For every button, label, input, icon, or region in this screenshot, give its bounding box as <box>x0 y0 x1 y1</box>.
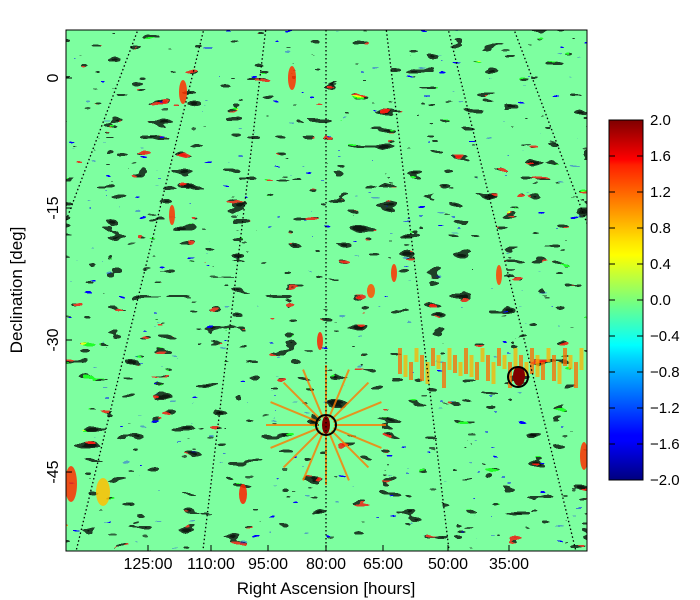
y-tick-label: 0 <box>45 73 62 82</box>
sidelobe-feature <box>431 348 435 366</box>
psf-spike <box>333 427 382 449</box>
sidelobe-feature <box>557 362 562 384</box>
colorbar: 2.0 1.6 1.2 0.8 0.4 0.0 −0.4 −0.8 −1.2 −1.6 −2.0 <box>608 112 680 489</box>
emission-feature <box>239 484 247 504</box>
sidelobe-feature <box>491 362 496 384</box>
emission-feature <box>288 66 296 90</box>
psf-spike <box>302 432 324 481</box>
colorbar-tick-label: −1.6 <box>650 436 680 453</box>
x-tick-label: 35:00 <box>489 556 529 573</box>
sidelobe-feature <box>469 355 474 377</box>
psf-spike <box>330 429 370 469</box>
psf-spike <box>270 427 319 449</box>
sidelobe-feature <box>420 355 424 381</box>
colorbar-tick-label: −0.4 <box>650 328 680 345</box>
sidelobe-feature <box>519 355 523 373</box>
psf-spike <box>270 401 319 423</box>
x-tick-label: 125:00 <box>124 556 173 573</box>
colorbar-tick-label: 1.2 <box>650 184 671 201</box>
emission-feature <box>496 265 502 285</box>
sidelobe-feature <box>524 362 529 376</box>
sidelobe-feature <box>513 348 518 370</box>
sidelobe-feature <box>497 348 501 366</box>
x-tick-label: 50:00 <box>428 556 468 573</box>
emission-feature <box>317 332 323 350</box>
colorbar-tick-label: 2.0 <box>650 112 671 129</box>
colorbar-tick-label: −0.8 <box>650 364 680 381</box>
sidelobe-feature <box>579 348 584 370</box>
sidelobe-feature <box>574 362 578 388</box>
emission-feature <box>96 478 110 506</box>
sidelobe-feature <box>398 348 402 374</box>
emission-feature <box>169 205 175 225</box>
sidelobe-feature <box>530 348 534 374</box>
sidelobe-feature <box>568 355 573 369</box>
psf-spike <box>330 381 370 421</box>
sidelobe-feature <box>486 355 490 381</box>
sidelobe-feature <box>502 355 507 369</box>
source-core <box>513 366 525 386</box>
emission-feature <box>179 80 187 104</box>
emission-feature <box>580 442 587 470</box>
emission-feature <box>391 264 397 282</box>
sidelobe-feature <box>563 348 567 366</box>
sidelobe-feature <box>552 355 556 381</box>
sidelobe-feature <box>409 362 413 380</box>
y-axis-ticks: 0 -15 -30 -45 <box>45 73 72 484</box>
colorbar-tick-label: −1.2 <box>650 400 680 417</box>
colorbar-tick-label: −2.0 <box>650 472 680 489</box>
sidelobe-feature <box>541 362 545 380</box>
sidelobe-feature <box>414 348 419 362</box>
psf-spike <box>328 432 350 481</box>
emission-feature <box>367 284 375 298</box>
psf-spike <box>282 381 322 421</box>
y-axis-label: Declination [deg] <box>7 227 26 354</box>
y-tick-label: -45 <box>45 460 62 483</box>
x-axis-label: Right Ascension [hours] <box>237 579 416 598</box>
sidelobe-feature <box>508 362 512 388</box>
sidelobe-feature <box>464 348 468 374</box>
right-ascension-gridline <box>513 30 587 226</box>
sidelobe-feature <box>453 355 457 373</box>
right-ascension-gridline <box>202 30 267 551</box>
y-tick-label: -15 <box>45 196 62 219</box>
hotspot-layer <box>66 66 587 506</box>
x-tick-label: 110:00 <box>187 556 235 573</box>
sidelobe-feature <box>458 362 463 376</box>
psf-spike <box>302 369 324 418</box>
right-ascension-gridline <box>66 30 139 223</box>
right-ascension-gridline <box>385 30 450 551</box>
colorbar-tick-label: 1.6 <box>650 148 671 165</box>
colorbar-tick-label: 0.8 <box>650 220 671 237</box>
colorbar-ticks: 2.0 1.6 1.2 0.8 0.4 0.0 −0.4 −0.8 −1.2 −1.6 −2.0 <box>609 112 680 489</box>
y-tick-label: -30 <box>45 328 62 351</box>
sidelobe-feature <box>447 348 452 370</box>
psf-spike <box>328 369 350 418</box>
right-ascension-gridline <box>447 30 577 551</box>
sidelobe-feature <box>436 355 441 369</box>
sidelobe-feature <box>475 362 479 380</box>
right-ascension-gridline <box>75 30 205 551</box>
emission-feature <box>66 466 77 502</box>
colorbar-tick-label: 0.0 <box>650 292 671 309</box>
sidelobe-feature <box>442 362 446 388</box>
sidelobe-feature <box>403 355 408 377</box>
source-core <box>322 416 330 434</box>
sidelobe-feature <box>546 348 551 362</box>
source-marker-circle <box>507 366 529 388</box>
x-tick-label: 80:00 <box>306 556 346 573</box>
source-marker-circle <box>315 414 337 436</box>
sidelobe-feature <box>480 348 485 362</box>
sidelobe-feature <box>535 355 540 377</box>
x-axis-ticks: 125:00 110:00 95:00 80:00 65:00 50:00 35:00 <box>124 545 529 573</box>
x-tick-label: 65:00 <box>363 556 403 573</box>
source-markers <box>315 366 529 436</box>
psf-spike <box>282 429 322 469</box>
colorbar-tick-label: 0.4 <box>650 256 671 273</box>
psf-spike <box>333 401 382 423</box>
x-tick-label: 95:00 <box>248 556 288 573</box>
